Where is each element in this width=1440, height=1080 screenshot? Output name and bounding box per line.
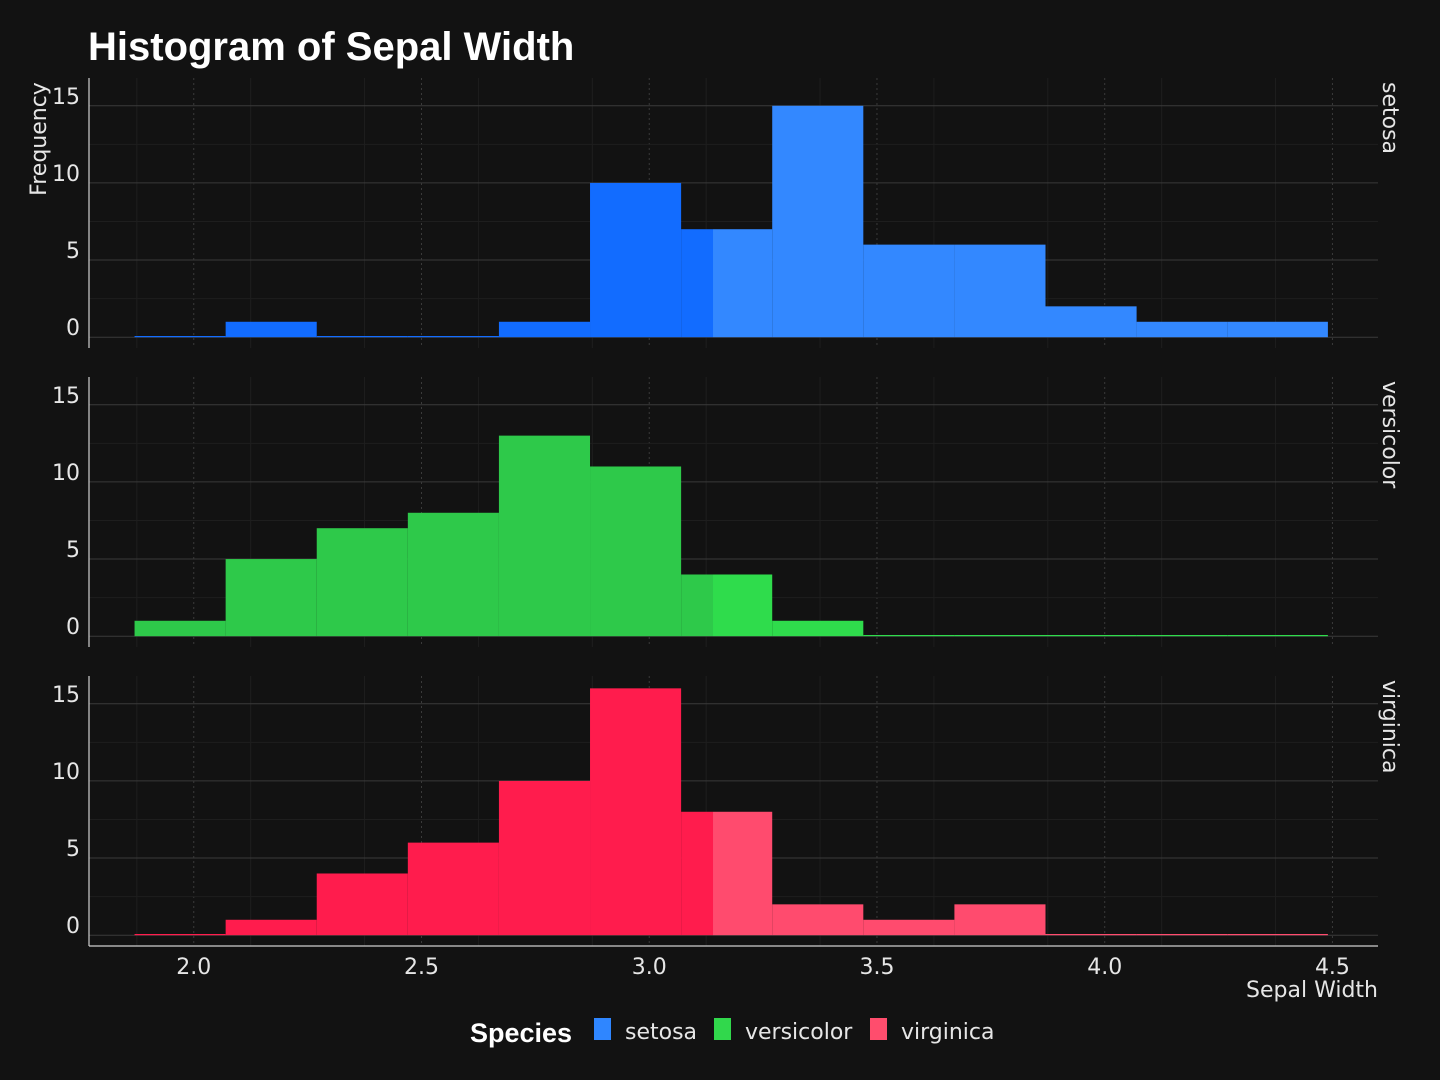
x-axis: 2.0 2.5 3.0 3.5 4.0 4.5 [89,945,1378,980]
bar-setosa [316,336,408,338]
facet-label-setosa: setosa [1377,82,1402,154]
bar-virginica [1227,934,1328,936]
facet-label-virginica: virginica [1377,680,1402,774]
x-tick-label: 2.0 [176,955,211,980]
bar-virginica [134,934,226,936]
bar-versicolor [1045,635,1137,637]
bar-setosa [772,105,864,338]
legend-label-virginica: virginica [901,1020,995,1045]
y-tick-label: 10 [52,461,80,486]
y-tick-label: 10 [52,162,80,187]
bar-virginica [681,811,714,936]
y-tick-label: 0 [66,615,80,640]
y-tick-label: 15 [52,384,80,409]
bar-versicolor [498,435,591,637]
bar-virginica [316,873,408,936]
x-tick-label: 4.5 [1315,955,1350,980]
facet-label-versicolor: versicolor [1377,381,1402,489]
bar-setosa [225,321,317,338]
x-tick-label: 3.5 [859,955,894,980]
legend-swatch-virginica [870,1018,887,1040]
y-tick-label: 5 [66,239,80,264]
bar-virginica-highlight [713,811,773,936]
x-tick-label: 4.0 [1087,955,1122,980]
bar-virginica [407,842,499,936]
bar-setosa [863,244,955,338]
facet-panel-versicolor: 0 5 10 15 versicolor [52,377,1402,647]
bar-setosa [407,336,499,338]
facet-panel-virginica: 0 5 10 15 virginica [52,676,1402,946]
y-tick-label: 0 [66,316,80,341]
y-tick-label: 0 [66,914,80,939]
bar-versicolor [954,635,1046,637]
legend-swatch-versicolor [714,1018,731,1040]
y-tick-label: 10 [52,760,80,785]
legend: Species setosa versicolor virginica [470,1018,995,1048]
bar-setosa [681,229,714,338]
y-tick-label: 15 [52,85,80,110]
bar-virginica [1136,934,1228,936]
bar-virginica [863,919,955,936]
x-axis-title: Sepal Width [1246,978,1378,1003]
bar-setosa [1136,321,1228,338]
bar-virginica [225,919,317,936]
bar-versicolor [1227,635,1328,637]
legend-label-setosa: setosa [625,1020,697,1045]
bar-virginica [1045,934,1137,936]
legend-swatch-setosa [594,1018,611,1040]
legend-label-versicolor: versicolor [745,1020,853,1045]
bar-versicolor [134,620,226,637]
y-tick-label: 5 [66,837,80,862]
bar-setosa-highlight [713,229,773,338]
bar-setosa [590,182,682,338]
bar-versicolor [681,574,714,637]
bar-versicolor [590,466,682,637]
bar-virginica [498,780,591,936]
bar-versicolor [407,512,499,637]
bar-virginica [954,904,1046,936]
bar-setosa [1227,321,1328,338]
bar-virginica [590,688,682,936]
x-tick-label: 3.0 [632,955,667,980]
facet-panels: 0 5 10 15 setosa 0 5 10 15 versicolor 0 5 10 15 virgin… [52,78,1402,946]
y-tick-label: 5 [66,538,80,563]
legend-title: Species [470,1018,572,1048]
bar-setosa [498,321,591,338]
bar-versicolor-highlight [713,574,773,637]
bar-versicolor [225,559,317,637]
bar-versicolor [863,635,955,637]
x-tick-label: 2.5 [404,955,439,980]
bar-setosa [1045,306,1137,338]
bar-versicolor [772,620,864,637]
y-axis-title: Frequency [27,82,52,196]
bar-versicolor [316,528,408,637]
bar-setosa [134,336,226,338]
bar-setosa [954,244,1046,338]
facet-panel-setosa: 0 5 10 15 setosa [52,78,1402,348]
bar-virginica [772,904,864,936]
chart-title: Histogram of Sepal Width [88,25,574,69]
y-tick-label: 15 [52,683,80,708]
bar-versicolor [1136,635,1228,637]
